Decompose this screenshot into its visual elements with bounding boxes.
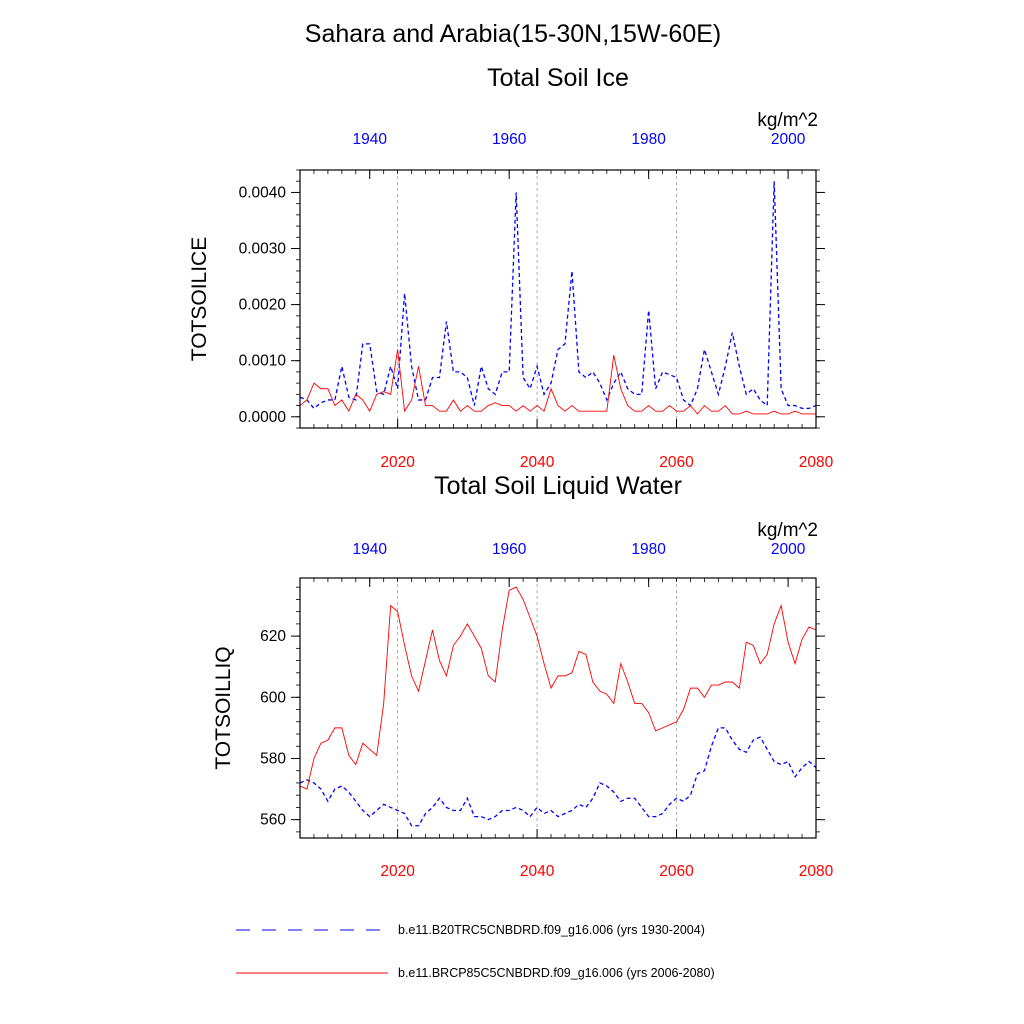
y-tick-label: 620 [260,628,286,645]
x-tick-label-bottom: 2020 [380,863,415,880]
legend-label-future: b.e11.BRCP85C5CNBDRD.f09_g16.006 (yrs 20… [398,966,715,980]
y-tick-label: 0.0030 [239,241,287,258]
y-tick-label: 580 [260,750,286,767]
series-line-historical [299,727,817,827]
y-tick-label: 0.0020 [239,297,287,314]
panel-title: Total Soil Liquid Water [434,472,682,500]
series-line-future [299,586,817,790]
y-tick-label: 600 [260,689,286,706]
x-tick-label-top: 2000 [771,131,806,148]
y-tick-label: 0.0010 [239,353,287,370]
units-label: kg/m^2 [757,110,818,131]
x-tick-label-top: 1980 [631,131,666,148]
y-tick-label: 0.0000 [239,409,287,426]
legend: b.e11.B20TRC5CNBDRD.f09_g16.006 (yrs 193… [236,923,715,980]
x-tick-label-top: 1940 [352,131,387,148]
x-tick-label-top: 1960 [492,541,527,558]
x-tick-label-bottom: 2060 [659,454,694,471]
x-tick-label-bottom: 2040 [520,863,555,880]
x-tick-label-top: 2000 [771,541,806,558]
x-tick-label-top: 1980 [631,541,666,558]
units-label: kg/m^2 [757,520,818,541]
main-title: Sahara and Arabia(15-30N,15W-60E) [305,20,721,48]
y-axis-label: TOTSOILLIQ [212,646,235,769]
legend-label-historical: b.e11.B20TRC5CNBDRD.f09_g16.006 (yrs 193… [398,923,705,937]
y-tick-label: 560 [260,812,286,829]
panel-total-soil-liquid-water: Total Soil Liquid Water kg/m^2 TOTSOILLIQ 2… [212,472,834,880]
plot-frame [299,169,817,429]
y-axis-label: TOTSOILICE [188,237,211,361]
x-tick-label-top: 1960 [492,131,527,148]
x-tick-label-top: 1940 [352,541,387,558]
x-tick-label-bottom: 2040 [520,454,555,471]
x-tick-label-bottom: 2080 [799,454,834,471]
series-line-historical [299,181,817,410]
panel-total-soil-ice: Total Soil Ice kg/m^2 TOTSOILICE 2020 2040 20… [188,64,834,471]
series-line-future [299,349,816,415]
plot-frame [299,577,817,839]
y-tick-label: 0.0040 [239,184,287,201]
x-tick-label-bottom: 2020 [380,454,415,471]
x-tick-label-bottom: 2080 [799,863,834,880]
panel-title: Total Soil Ice [487,64,629,92]
x-tick-label-bottom: 2060 [659,863,694,880]
